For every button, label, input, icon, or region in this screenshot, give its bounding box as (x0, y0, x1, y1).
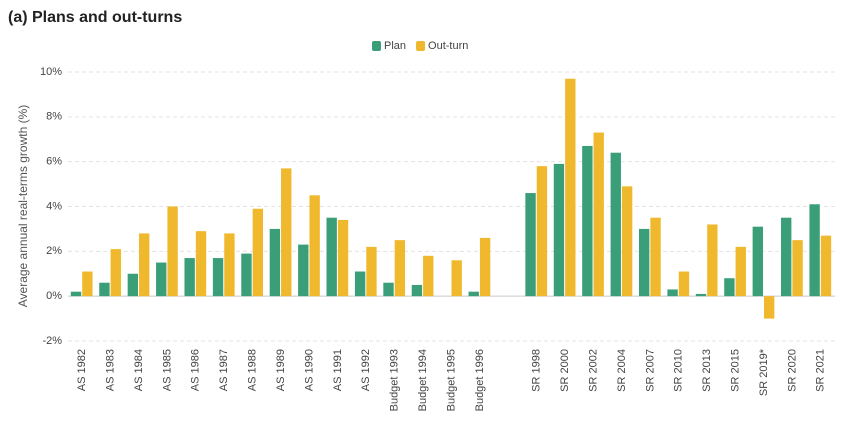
bar (536, 166, 548, 297)
x-tick-label: AS 1991 (332, 349, 344, 391)
bar (525, 193, 536, 297)
bar (195, 231, 207, 297)
bar (224, 233, 235, 297)
bar (309, 195, 320, 297)
y-tick-label: 6% (46, 156, 62, 168)
bar (638, 228, 650, 297)
y-tick-label: 2% (46, 245, 62, 257)
bar (820, 235, 832, 297)
bar (383, 282, 394, 297)
bar (366, 246, 377, 297)
x-tick-label: AS 1987 (218, 349, 230, 391)
bar (127, 273, 139, 297)
bar (707, 224, 718, 297)
bar (695, 293, 707, 297)
bar (411, 284, 423, 297)
y-tick-label: 4% (46, 200, 62, 212)
x-tick-label: Budget 1995 (445, 349, 457, 411)
x-tick-label: SR 2000 (559, 349, 571, 392)
bar (337, 219, 349, 297)
bar (468, 291, 479, 297)
bar (479, 237, 491, 297)
bar (156, 262, 167, 297)
bar (781, 217, 792, 297)
bar (582, 145, 593, 297)
legend-label: Plan (384, 40, 406, 52)
y-tick-label: 8% (46, 111, 62, 123)
bar (735, 246, 746, 297)
x-tick-label: Budget 1994 (417, 349, 429, 411)
bar (610, 152, 621, 297)
bar (70, 291, 82, 297)
x-tick-label: AS 1985 (161, 349, 173, 391)
bar (752, 226, 763, 297)
legend-swatch (372, 41, 381, 51)
x-tick-label: Budget 1996 (474, 349, 486, 411)
bar (394, 240, 406, 297)
x-tick-label: SR 2004 (616, 349, 628, 392)
legend: Plan Out-turn (372, 40, 468, 52)
bar (298, 244, 309, 297)
x-tick-label: AS 1984 (133, 349, 145, 391)
chart-title: (a) Plans and out-turns (8, 9, 182, 26)
bar (269, 228, 281, 297)
x-tick-label: AS 1990 (303, 349, 315, 391)
y-tick-label: 10% (40, 66, 62, 78)
bar (678, 271, 690, 297)
bar (451, 260, 462, 297)
x-tick-label: AS 1983 (105, 349, 117, 391)
bar (281, 168, 292, 297)
x-tick-label: SR 2020 (786, 349, 798, 392)
y-tick-label: -2% (42, 335, 62, 347)
bar (110, 249, 121, 297)
bar (241, 253, 252, 297)
x-tick-label: SR 2007 (644, 349, 656, 392)
bar (354, 271, 366, 297)
bar (99, 282, 110, 297)
x-tick-label: SR 2010 (673, 349, 685, 392)
x-tick-label: SR 2013 (701, 349, 713, 392)
bar (667, 289, 678, 297)
bar (252, 208, 264, 297)
legend-label: Out-turn (428, 40, 468, 52)
x-tick-label: AS 1988 (247, 349, 259, 391)
bar (650, 217, 661, 297)
bar (809, 204, 820, 297)
bar (139, 233, 150, 297)
x-tick-label: SR 2019* (758, 348, 770, 396)
x-tick-label: AS 1989 (275, 349, 287, 391)
bar (724, 278, 735, 297)
bar (792, 240, 803, 297)
bar (167, 206, 178, 297)
bar (326, 217, 337, 297)
bar (212, 258, 224, 297)
x-tick-label: AS 1982 (76, 349, 88, 391)
bar (565, 78, 576, 297)
x-tick-label: SR 2002 (587, 349, 599, 392)
x-tick-label: AS 1992 (360, 349, 372, 391)
bar (184, 258, 195, 297)
bar (553, 163, 565, 297)
x-tick-label: SR 1998 (531, 349, 543, 392)
x-tick-label: SR 2021 (815, 349, 827, 392)
bar (423, 255, 434, 297)
x-tick-label: Budget 1993 (389, 349, 401, 411)
legend-swatch (416, 41, 426, 51)
bar (593, 132, 604, 297)
y-tick-label: 0% (46, 290, 62, 302)
bar (82, 271, 93, 297)
x-tick-label: SR 2015 (729, 349, 741, 392)
y-axis-label: Average annual real-terms growth (%) (16, 105, 30, 308)
bar (621, 186, 633, 297)
bar (763, 296, 775, 319)
x-tick-label: AS 1986 (190, 349, 202, 391)
